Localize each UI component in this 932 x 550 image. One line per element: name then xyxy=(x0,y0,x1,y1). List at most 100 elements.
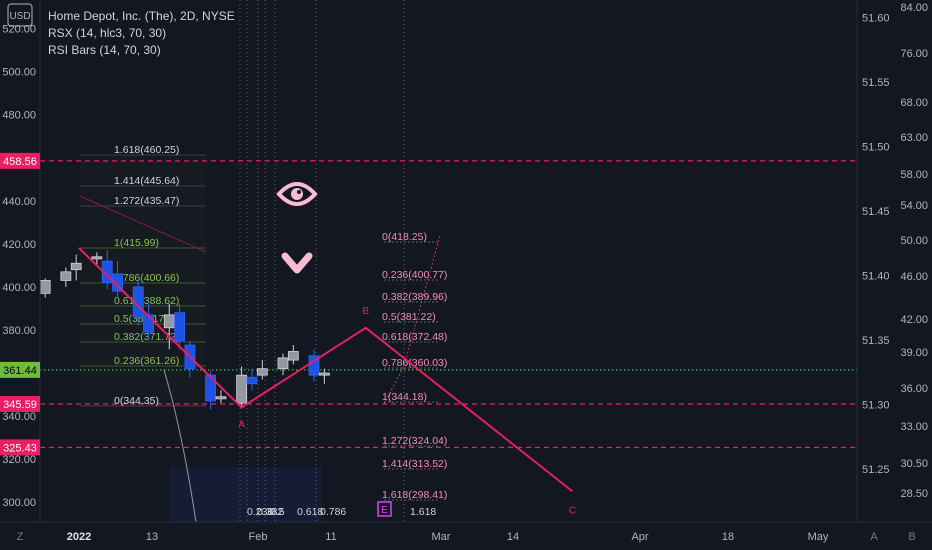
mid-axis-tick: 51.35 xyxy=(862,335,890,347)
left-axis-tick: 300.00 xyxy=(2,497,36,509)
fib-extension-label: 0.786(360.03) xyxy=(382,357,447,369)
candle-body[interactable] xyxy=(277,357,289,370)
candle-body[interactable] xyxy=(308,355,320,376)
fib-retracement-label: 1.618(460.25) xyxy=(114,144,179,156)
candle-body[interactable] xyxy=(163,314,175,329)
time-axis-label: 11 xyxy=(325,531,336,543)
price-level-tag-text: 325.43 xyxy=(3,442,37,454)
price-level-tag[interactable] xyxy=(0,152,40,169)
time-fib-label: 0.618 xyxy=(297,506,323,518)
fib-retracement-label: 0(344.35) xyxy=(114,395,159,407)
mid-axis-tick: 51.60 xyxy=(862,13,890,25)
right-axis-tick: 76.00 xyxy=(900,48,928,60)
candle-body[interactable] xyxy=(91,256,103,260)
abc-wave-line[interactable] xyxy=(78,247,574,493)
wave-label-a: A xyxy=(238,419,245,430)
fib-extension-label: 0.5(381.22) xyxy=(382,311,436,323)
currency-badge[interactable] xyxy=(7,3,33,27)
candle-body[interactable] xyxy=(205,374,217,402)
fib-trend-line xyxy=(79,195,207,253)
time-axis-label: Feb xyxy=(249,531,268,543)
symbol-title[interactable]: Home Depot, Inc. (The), 2D, NYSE xyxy=(48,9,235,23)
fib-extension-label: 0.382(389.96) xyxy=(382,291,447,303)
mid-axis-tick: 51.45 xyxy=(862,206,890,218)
time-axis-label: 13 xyxy=(146,531,158,543)
pattern-e-box[interactable] xyxy=(377,501,392,517)
time-axis[interactable] xyxy=(0,522,932,550)
time-axis-label: 2022 xyxy=(67,531,91,543)
time-fib-label: 0.5 xyxy=(270,506,285,518)
fib-retracement-label: 1.272(435.47) xyxy=(114,195,179,207)
left-axis-tick: 340.00 xyxy=(2,411,36,423)
fib-extension-label: 1(344.18) xyxy=(382,391,427,403)
time-zone-shade xyxy=(170,467,322,523)
chevron-down-icon xyxy=(281,252,313,274)
right-axis-tick: 30.50 xyxy=(900,458,928,470)
time-axis-label: Mar xyxy=(432,531,451,543)
right-axis-tick: 46.00 xyxy=(900,271,928,283)
right-axis-tick: 63.00 xyxy=(900,132,928,144)
price-level-tag-text: 345.59 xyxy=(3,399,37,411)
candle-body[interactable] xyxy=(215,396,227,400)
fib-retracement-label: 0.382(371.72) xyxy=(114,331,179,343)
candle-body[interactable] xyxy=(39,280,51,294)
left-axis-tick: 480.00 xyxy=(2,110,36,122)
right-axis-tick: 33.00 xyxy=(900,421,928,433)
currency-label: USD xyxy=(9,11,30,22)
right-axis-tick: 42.00 xyxy=(900,314,928,326)
b-scale-button[interactable]: B xyxy=(908,531,915,543)
candle-body[interactable] xyxy=(174,312,185,342)
left-axis-tick: 440.00 xyxy=(2,196,36,208)
time-fib-label: 0.382 xyxy=(257,506,283,518)
right-axis-tick: 58.00 xyxy=(900,169,928,181)
fib-retracement-label: 1(415.99) xyxy=(114,237,159,249)
left-axis-tick: 380.00 xyxy=(2,325,36,337)
time-axis-label: 18 xyxy=(722,531,734,543)
wave-label-b: B xyxy=(362,306,369,317)
candle-body[interactable] xyxy=(256,368,268,376)
candle-body[interactable] xyxy=(70,262,82,271)
auto-scale-button[interactable]: A xyxy=(870,531,878,543)
price-level-tag[interactable] xyxy=(0,439,40,456)
price-level-tag[interactable] xyxy=(0,361,40,378)
right-axis-tick: 28.50 xyxy=(900,488,928,500)
time-fib-label: 1.618 xyxy=(410,506,436,518)
mid-axis-tick: 51.40 xyxy=(862,271,890,283)
candle-body[interactable] xyxy=(236,374,248,404)
fib-retracement-label: 0.236(361.26) xyxy=(114,355,179,367)
right-axis-tick: 84.00 xyxy=(900,2,928,14)
pattern-e-label: E xyxy=(381,505,388,516)
right-axis-tick: 68.00 xyxy=(900,97,928,109)
left-axis-tick: 420.00 xyxy=(2,239,36,251)
fib-extension-label: 1.272(324.04) xyxy=(382,435,447,447)
right-axis-tick: 50.00 xyxy=(900,235,928,247)
chart-legend: Home Depot, Inc. (The), 2D, NYSE RSX (14… xyxy=(48,8,235,59)
right-axis-area[interactable] xyxy=(857,0,932,522)
price-level-tag-text: 361.44 xyxy=(3,365,37,377)
time-axis-label: 14 xyxy=(507,531,519,543)
fib-extension-label: 1.414(313.52) xyxy=(382,458,447,470)
fib-extension-label: 0.236(400.77) xyxy=(382,269,447,281)
candle-body[interactable] xyxy=(287,351,299,361)
time-axis-left-button[interactable]: Z xyxy=(17,531,24,543)
indicator-rsx-label[interactable]: RSX (14, hlc3, 70, 30) xyxy=(48,26,167,40)
mid-axis-tick: 51.50 xyxy=(862,142,890,154)
left-price-axis[interactable] xyxy=(0,0,40,522)
candle-body[interactable] xyxy=(246,376,258,385)
fib-retracement-label: 1.414(445.64) xyxy=(114,175,179,187)
indicator-rsi-bars-label[interactable]: RSI Bars (14, 70, 30) xyxy=(48,43,161,57)
right-axis-tick: 54.00 xyxy=(900,200,928,212)
time-axis-label: Apr xyxy=(631,531,648,543)
time-fib-label: 0.236 xyxy=(247,506,273,518)
mid-axis-tick: 51.55 xyxy=(862,77,890,89)
mid-axis-tick: 51.25 xyxy=(862,464,890,476)
left-axis-tick: 320.00 xyxy=(2,454,36,466)
candle-body[interactable] xyxy=(60,271,72,281)
price-level-tag[interactable] xyxy=(0,396,40,413)
left-axis-tick: 520.00 xyxy=(2,24,36,36)
candle-body[interactable] xyxy=(318,372,330,376)
fib-extension-label: 0.618(372.48) xyxy=(382,331,447,343)
candle-body[interactable] xyxy=(112,273,123,292)
price-level-tag-text: 458.56 xyxy=(3,156,37,168)
